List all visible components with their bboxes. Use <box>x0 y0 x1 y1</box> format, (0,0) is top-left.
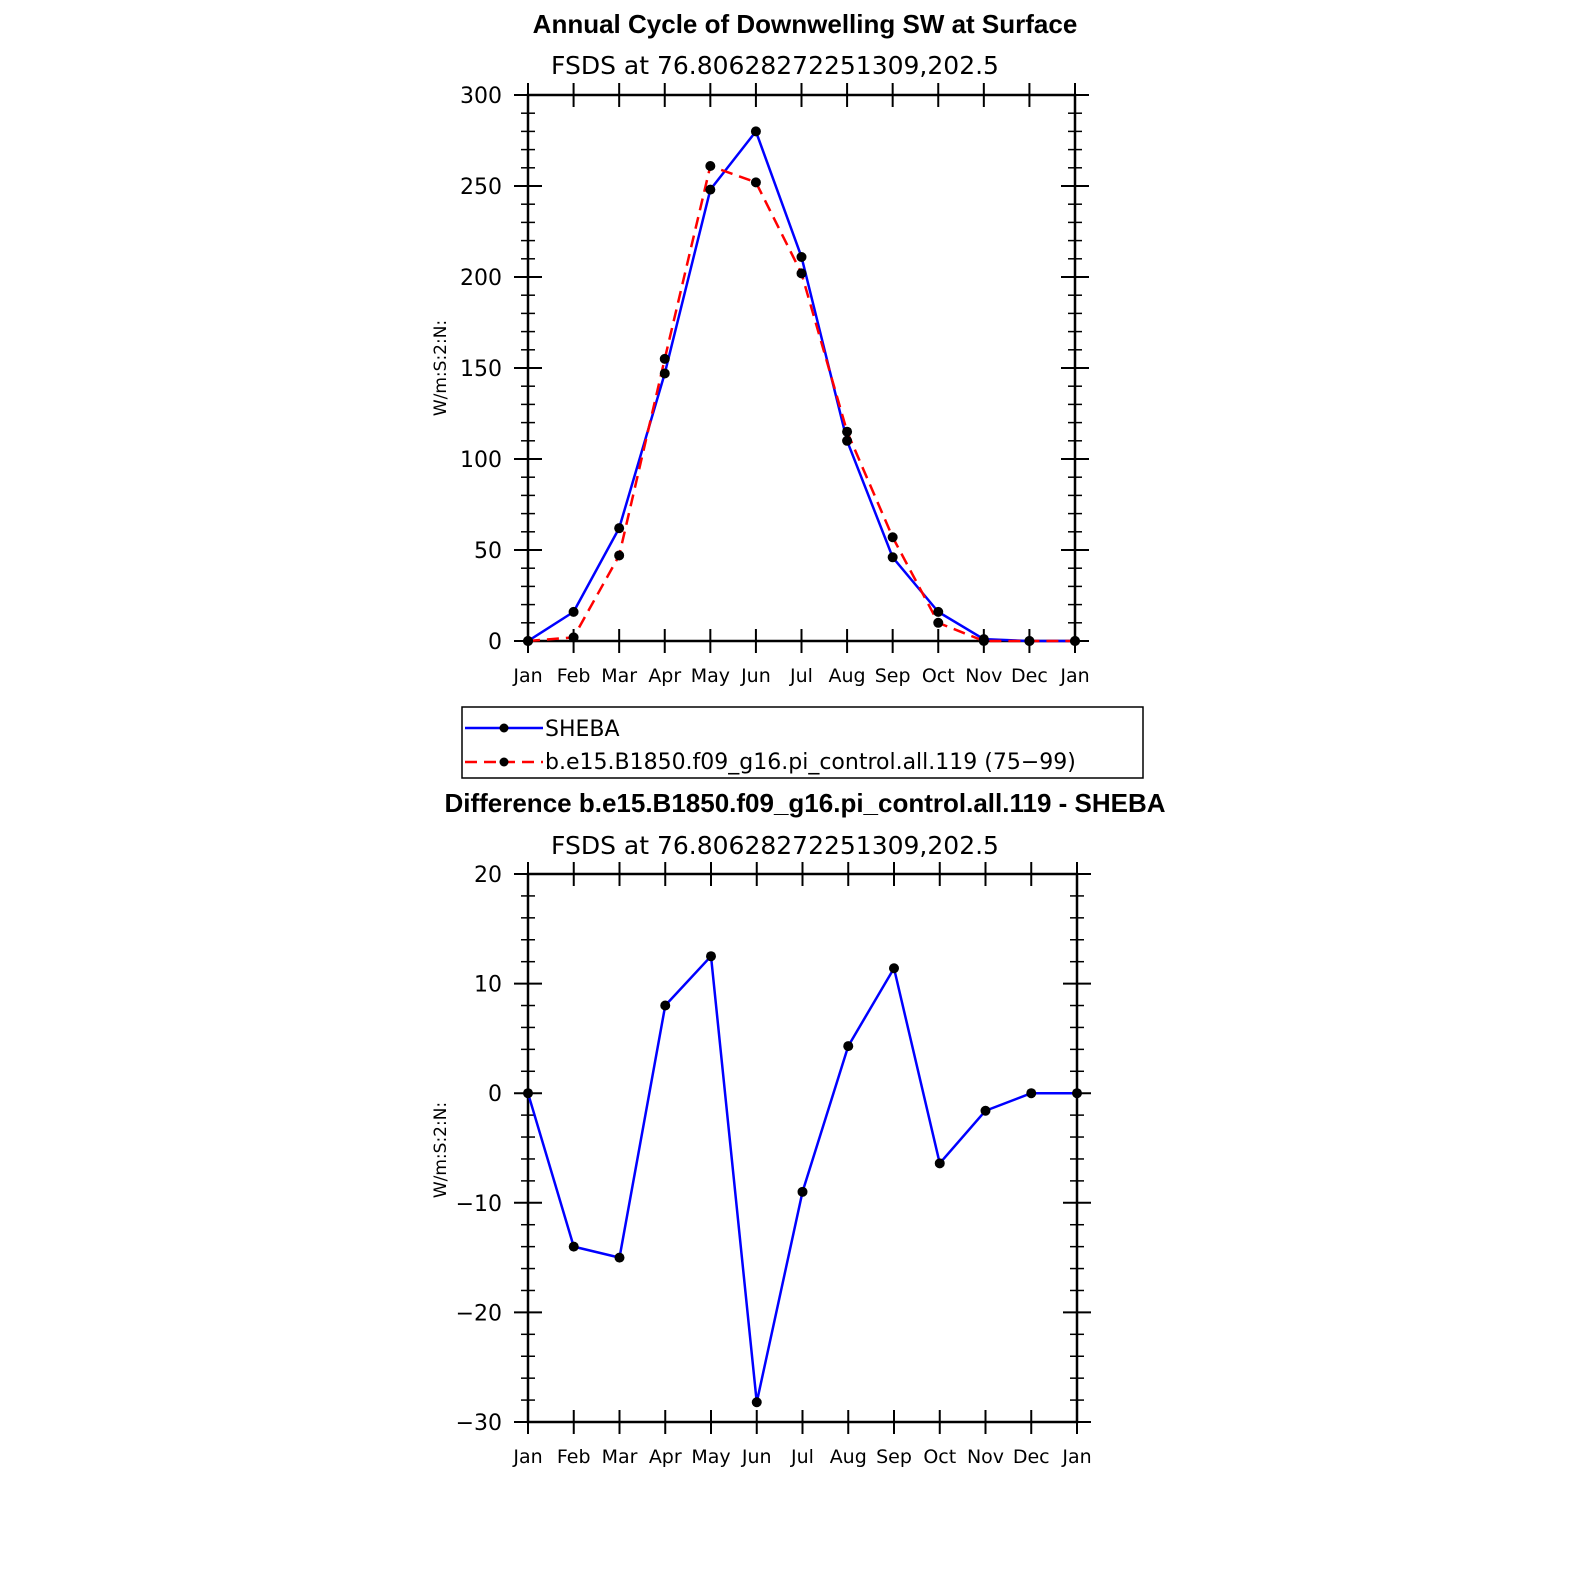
x-tick-label: Jan <box>1059 665 1089 687</box>
x-tick-label: Nov <box>967 1446 1004 1468</box>
series-1-point <box>750 177 761 188</box>
series-0-point <box>660 1000 671 1011</box>
x-tick-label: Aug <box>830 1446 867 1468</box>
series-0-point <box>706 951 716 962</box>
plot-frame <box>526 872 1079 1424</box>
plot-frame <box>526 93 1077 643</box>
series-1-point <box>568 632 579 643</box>
series-line-1 <box>527 164 1075 643</box>
series-0-point <box>614 1252 625 1263</box>
chart-subtitle: FSDS at 76.80628272251309,202.5 <box>551 51 999 80</box>
series-line-0 <box>526 954 1077 1404</box>
series-1-point <box>933 617 944 628</box>
series-1-point <box>978 636 989 646</box>
y-tick-label: 10 <box>474 973 502 998</box>
x-tick-label: Jun <box>741 1446 772 1468</box>
y-tick-label: 250 <box>460 175 502 200</box>
x-tick-label: Mar <box>601 665 637 687</box>
series-1-point <box>705 160 716 171</box>
legend-model-label: b.e15.B1850.f09_g16.pi_control.all.119 (… <box>545 750 1076 775</box>
x-tick-label: Aug <box>829 665 866 687</box>
series-0-point <box>843 1041 854 1052</box>
x-tick-label: Jan <box>1061 1446 1091 1468</box>
legend-model-marker <box>499 757 509 767</box>
y-tick-label: −30 <box>456 1411 502 1436</box>
chart-subtitle: FSDS at 76.80628272251309,202.5 <box>551 831 999 860</box>
x-tick-label: Oct <box>923 1446 956 1468</box>
x-tick-label: Jan <box>512 665 542 687</box>
y-tick-label: 20 <box>474 863 502 888</box>
x-tick-label: Apr <box>648 665 681 687</box>
series-1-point <box>659 353 670 364</box>
x-tick-label: Jan <box>512 1446 542 1468</box>
x-tick-label: Jun <box>740 665 771 687</box>
y-tick-label: −10 <box>456 1192 502 1217</box>
y-tick-label: 0 <box>488 1082 502 1107</box>
y-tick-label: 50 <box>474 539 502 564</box>
x-tick-label: Oct <box>922 665 955 687</box>
series-0-point <box>750 126 761 137</box>
legend-box <box>461 706 1144 779</box>
y-tick-label: 200 <box>460 266 502 291</box>
series-0-point <box>1072 1088 1082 1099</box>
series-0-point <box>523 1088 533 1099</box>
chart-title: Annual Cycle of Downwelling SW at Surfac… <box>533 9 1078 39</box>
series-0-point <box>797 1186 808 1197</box>
series-0-point <box>751 1397 762 1408</box>
series-0-point <box>933 606 944 617</box>
x-tick-label: Feb <box>557 665 591 687</box>
series-1-point <box>1070 636 1080 646</box>
x-tick-label: Feb <box>557 1446 591 1468</box>
annual-cycle-chart: Annual Cycle of Downwelling SW at Surfac… <box>431 9 1090 687</box>
x-tick-label: May <box>691 1446 730 1468</box>
series-1-point <box>842 426 853 437</box>
series-0-point <box>980 1105 991 1116</box>
y-tick-label: −20 <box>456 1301 502 1326</box>
legend-sheba-label: SHEBA <box>545 717 620 742</box>
series-0-point <box>887 552 898 563</box>
series-0-point <box>568 606 579 617</box>
x-tick-label: Nov <box>965 665 1002 687</box>
x-tick-label: May <box>691 665 730 687</box>
series-0-point <box>889 963 899 974</box>
difference-chart: Difference b.e15.B1850.f09_g16.pi_contro… <box>431 788 1166 1468</box>
series-1-point <box>523 636 533 646</box>
x-tick-label: Jul <box>789 665 813 687</box>
y-axis-label: W/m:S:2:N: <box>431 1102 451 1198</box>
series-0-point <box>568 1241 579 1252</box>
y-tick-label: 150 <box>460 357 502 382</box>
series-1-point <box>796 268 807 279</box>
series-1-point <box>1024 636 1035 646</box>
legend-sheba-marker <box>499 723 509 733</box>
series-1-point <box>887 532 898 543</box>
x-tick-label: Mar <box>602 1446 638 1468</box>
x-tick-label: Dec <box>1013 1446 1050 1468</box>
y-tick-label: 100 <box>460 448 502 473</box>
x-tick-label: Sep <box>876 1446 912 1468</box>
chart-title: Difference b.e15.B1850.f09_g16.pi_contro… <box>444 788 1165 818</box>
legend: SHEBA b.e15.B1850.f09_g16.pi_control.all… <box>461 706 1144 779</box>
series-1-point <box>614 550 625 561</box>
series-0-point <box>842 435 853 446</box>
series-0-point <box>934 1158 945 1169</box>
series-0-point <box>705 184 716 195</box>
series-0-point <box>1026 1088 1037 1099</box>
x-tick-label: Apr <box>649 1446 682 1468</box>
y-tick-label: 0 <box>488 630 502 655</box>
y-tick-label: 300 <box>460 84 502 109</box>
series-0-point <box>659 368 670 379</box>
x-tick-label: Sep <box>875 665 911 687</box>
series-0-point <box>796 251 807 262</box>
series-0-point <box>614 523 625 534</box>
x-tick-label: Dec <box>1011 665 1048 687</box>
y-axis-label: W/m:S:2:N: <box>431 320 451 416</box>
plot-area: −30 −20 −10 0 10 20 Jan Feb Mar Apr May Jun Jul Aug Se… <box>456 862 1092 1468</box>
plot-area: 0 50 100 150 200 250 300 Jan Feb Mar Apr May Jun Jul A… <box>460 83 1090 687</box>
series-line-0 <box>527 130 1075 643</box>
x-tick-label: Jul <box>790 1446 814 1468</box>
